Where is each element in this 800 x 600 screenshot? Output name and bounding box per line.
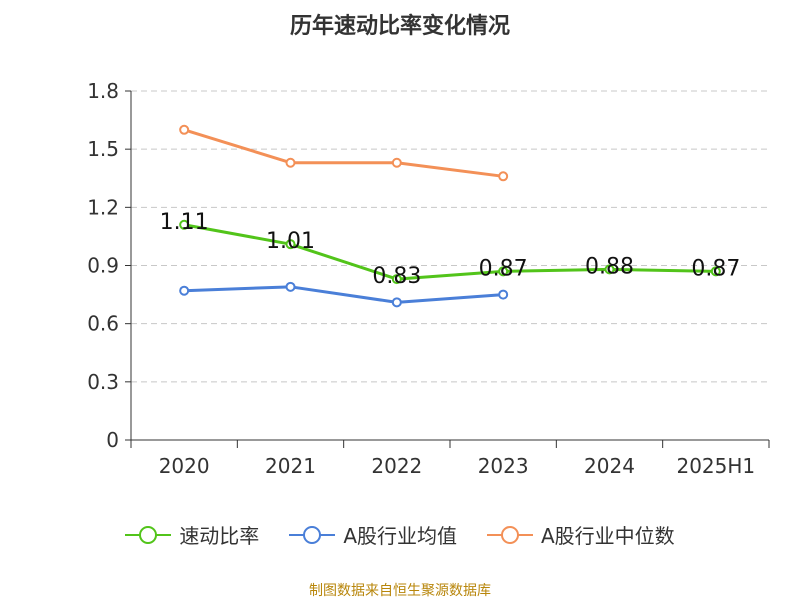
data-point: [498, 266, 509, 277]
x-tick-label: 2024: [584, 454, 635, 478]
legend-item-speed-ratio[interactable]: 速动比率: [125, 520, 259, 549]
y-tick-label: 1.8: [87, 79, 119, 103]
x-tick-label: 2022: [371, 454, 422, 478]
y-tick-label: 1.2: [87, 195, 119, 219]
data-label: 1.01: [266, 229, 315, 254]
y-tick-label: 0: [106, 428, 119, 452]
data-point: [179, 219, 190, 230]
y-tick-label: 0.6: [87, 312, 119, 336]
x-tick-label: 2025H1: [676, 454, 755, 478]
data-point: [391, 157, 402, 168]
data-label: 0.87: [691, 256, 740, 281]
data-point: [498, 171, 509, 182]
data-point: [285, 239, 296, 250]
x-tick-label: 2023: [478, 454, 529, 478]
data-label: 0.87: [479, 256, 528, 281]
data-label: 1.11: [160, 210, 209, 235]
data-point: [391, 297, 402, 308]
y-tick-label: 1.5: [87, 137, 119, 161]
legend-line-icon: [487, 525, 533, 544]
legend-line-icon: [125, 525, 172, 544]
series-line: [183, 223, 716, 281]
data-point: [391, 274, 402, 285]
legend-label: 速动比率: [179, 524, 260, 548]
legend-item-industry-median[interactable]: A股行业中位数: [487, 520, 675, 549]
legend-item-industry-avg[interactable]: A股行业均值: [289, 520, 457, 549]
series-line: [184, 285, 504, 304]
legend-label: A股行业中位数: [541, 524, 675, 548]
y-tick-label: 0.3: [87, 370, 119, 394]
series-line: [183, 128, 504, 178]
data-point: [179, 285, 190, 296]
x-tick-label: 2021: [265, 454, 316, 478]
data-point: [710, 266, 721, 277]
source-note: 制图数据来自恒生聚源数据库: [309, 583, 491, 599]
data-point: [285, 281, 296, 292]
data-label: 0.88: [585, 254, 634, 279]
data-point: [498, 289, 509, 300]
data-point: [285, 157, 296, 168]
chart-title: 历年速动比率变化情况: [289, 14, 510, 39]
legend-line-icon: [289, 525, 336, 544]
data-point: [179, 124, 190, 135]
x-tick-label: 2020: [159, 454, 210, 478]
legend: 速动比率 A股行业均值 A股行业中位数: [0, 520, 800, 549]
y-tick-label: 0.9: [87, 254, 119, 278]
data-point: [604, 264, 615, 275]
legend-label: A股行业均值: [343, 524, 457, 548]
data-label: 0.83: [372, 264, 421, 289]
